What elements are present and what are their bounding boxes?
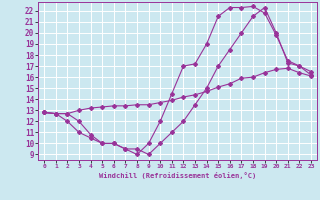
X-axis label: Windchill (Refroidissement éolien,°C): Windchill (Refroidissement éolien,°C) xyxy=(99,172,256,179)
